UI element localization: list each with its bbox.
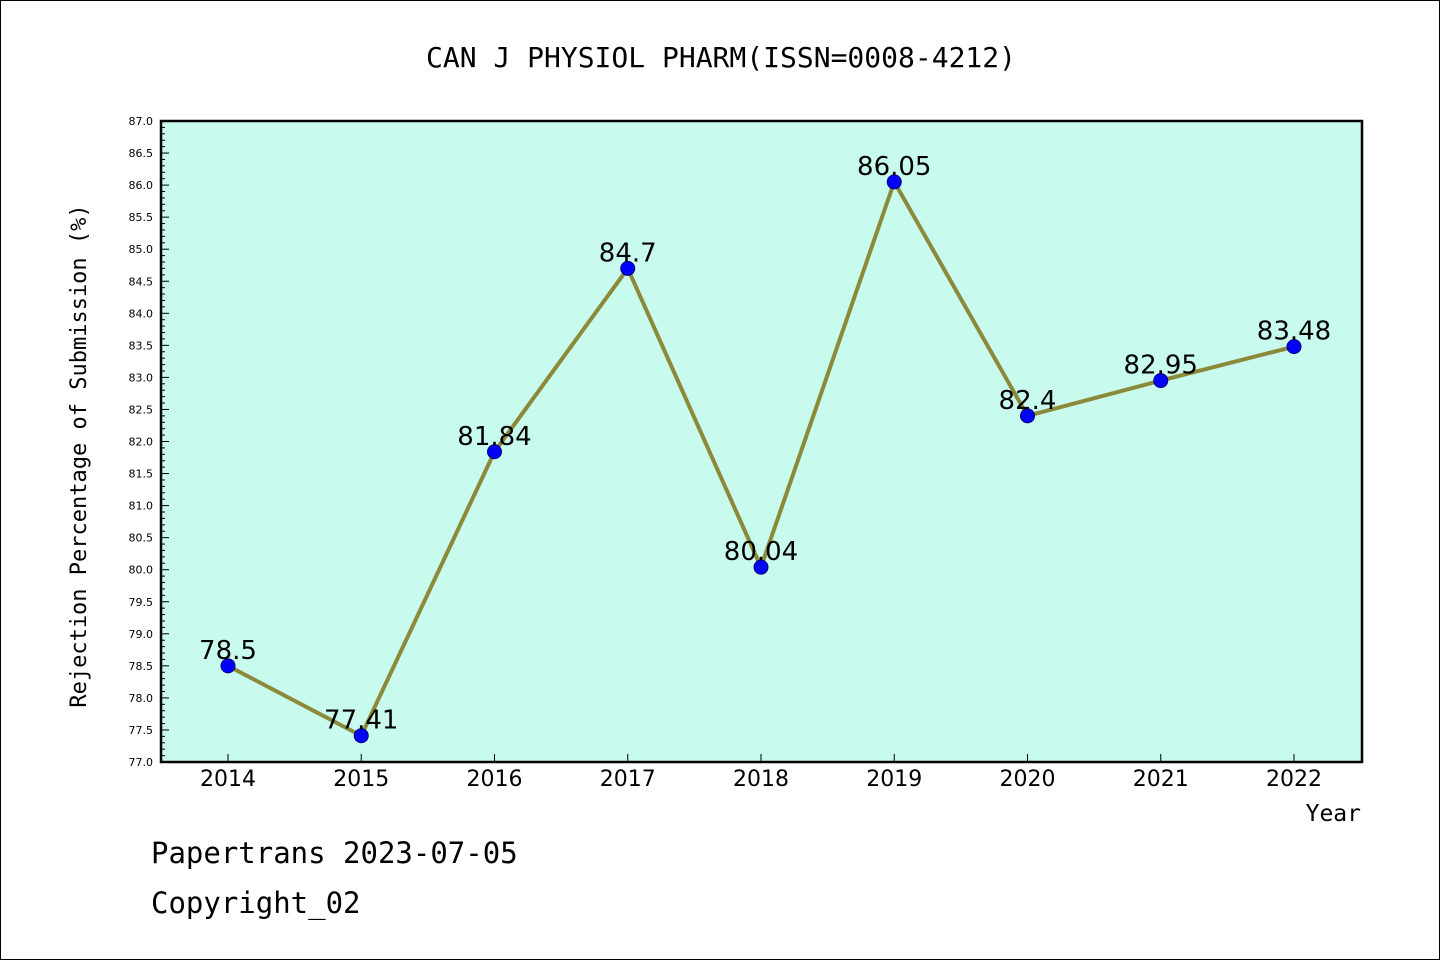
x-tick-label: 2019: [866, 767, 922, 792]
x-tick-label: 2021: [1133, 767, 1189, 792]
data-point: [620, 260, 636, 276]
plot-area: [161, 121, 1362, 762]
y-axis-label: Rejection Percentage of Submission (%): [67, 204, 92, 707]
y-tick-label: 84.0: [129, 307, 154, 320]
data-label: 84.7: [599, 238, 657, 268]
y-tick-label: 78.0: [129, 692, 154, 705]
y-tick-label: 84.5: [129, 275, 154, 288]
x-tick-label: 2022: [1266, 767, 1322, 792]
y-tick-label: 82.0: [129, 436, 154, 449]
data-label: 81.84: [457, 422, 531, 452]
y-tick-label: 80.0: [129, 564, 154, 577]
y-tick-label: 85.0: [129, 243, 154, 256]
y-tick-label: 79.5: [129, 596, 154, 609]
data-label: 83.48: [1257, 317, 1331, 347]
y-tick-label: 80.5: [129, 532, 154, 545]
y-tick-label: 82.5: [129, 403, 154, 416]
y-tick-label: 77.0: [129, 756, 154, 769]
data-label: 82.95: [1124, 351, 1198, 381]
x-tick-label: 2015: [333, 767, 389, 792]
x-tick-label: 2017: [600, 767, 656, 792]
x-axis-label: Year: [1306, 801, 1361, 827]
chart-title: CAN J PHYSIOL PHARM(ISSN=0008-4212): [426, 41, 1016, 74]
data-label: 77.41: [324, 706, 398, 736]
x-tick-label: 2014: [200, 767, 256, 792]
y-tick-label: 86.5: [129, 147, 154, 160]
y-tick-label: 87.0: [129, 115, 154, 128]
y-tick-label: 77.5: [129, 724, 154, 737]
data-point: [487, 444, 502, 460]
data-label: 80.04: [724, 537, 798, 567]
data-point: [1286, 339, 1302, 355]
y-tick-label: 83.5: [129, 339, 154, 352]
data-label: 82.4: [999, 386, 1057, 416]
x-tick-label: 2016: [467, 767, 523, 792]
plot-frame: [159, 119, 1364, 764]
y-tick-label: 79.0: [129, 628, 154, 641]
data-point: [753, 559, 769, 575]
y-tick-label: 81.0: [129, 500, 154, 513]
footer-date: Papertrans 2023-07-05: [151, 836, 518, 870]
y-tick-label: 83.0: [129, 371, 154, 384]
x-tick-label: 2020: [1000, 767, 1056, 792]
data-point: [886, 174, 902, 190]
data-point: [220, 658, 236, 674]
y-tick-label: 81.5: [129, 468, 154, 481]
data-point: [1153, 373, 1169, 389]
x-tick-label: 2018: [733, 767, 789, 792]
data-point: [353, 728, 369, 744]
y-tick-label: 85.5: [129, 211, 154, 224]
data-label: 86.05: [857, 152, 931, 182]
data-point: [1020, 408, 1035, 424]
y-tick-label: 78.5: [129, 660, 154, 673]
data-label: 78.5: [199, 636, 257, 666]
footer-copyright: Copyright_02: [151, 886, 361, 920]
y-tick-label: 86.0: [129, 179, 154, 192]
